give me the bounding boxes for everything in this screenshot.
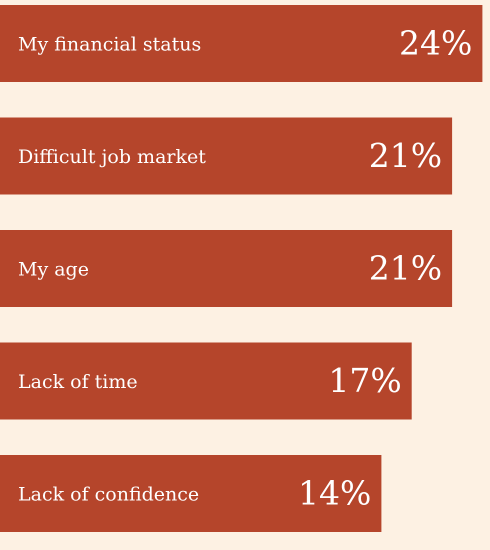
bar [0,230,453,307]
value-label: 17% [328,361,401,400]
bar [0,5,483,82]
bar [0,455,382,532]
category-label: Lack of time [18,371,138,393]
value-label: 14% [298,474,371,513]
value-label: 21% [369,249,442,288]
category-label: Difficult job market [18,146,206,168]
bar [0,342,412,420]
category-label: My financial status [18,34,201,56]
bar [0,117,453,195]
value-label: 24% [399,24,472,63]
category-label: My age [18,259,89,281]
value-label: 21% [369,136,442,175]
category-label: Lack of confidence [18,484,199,506]
